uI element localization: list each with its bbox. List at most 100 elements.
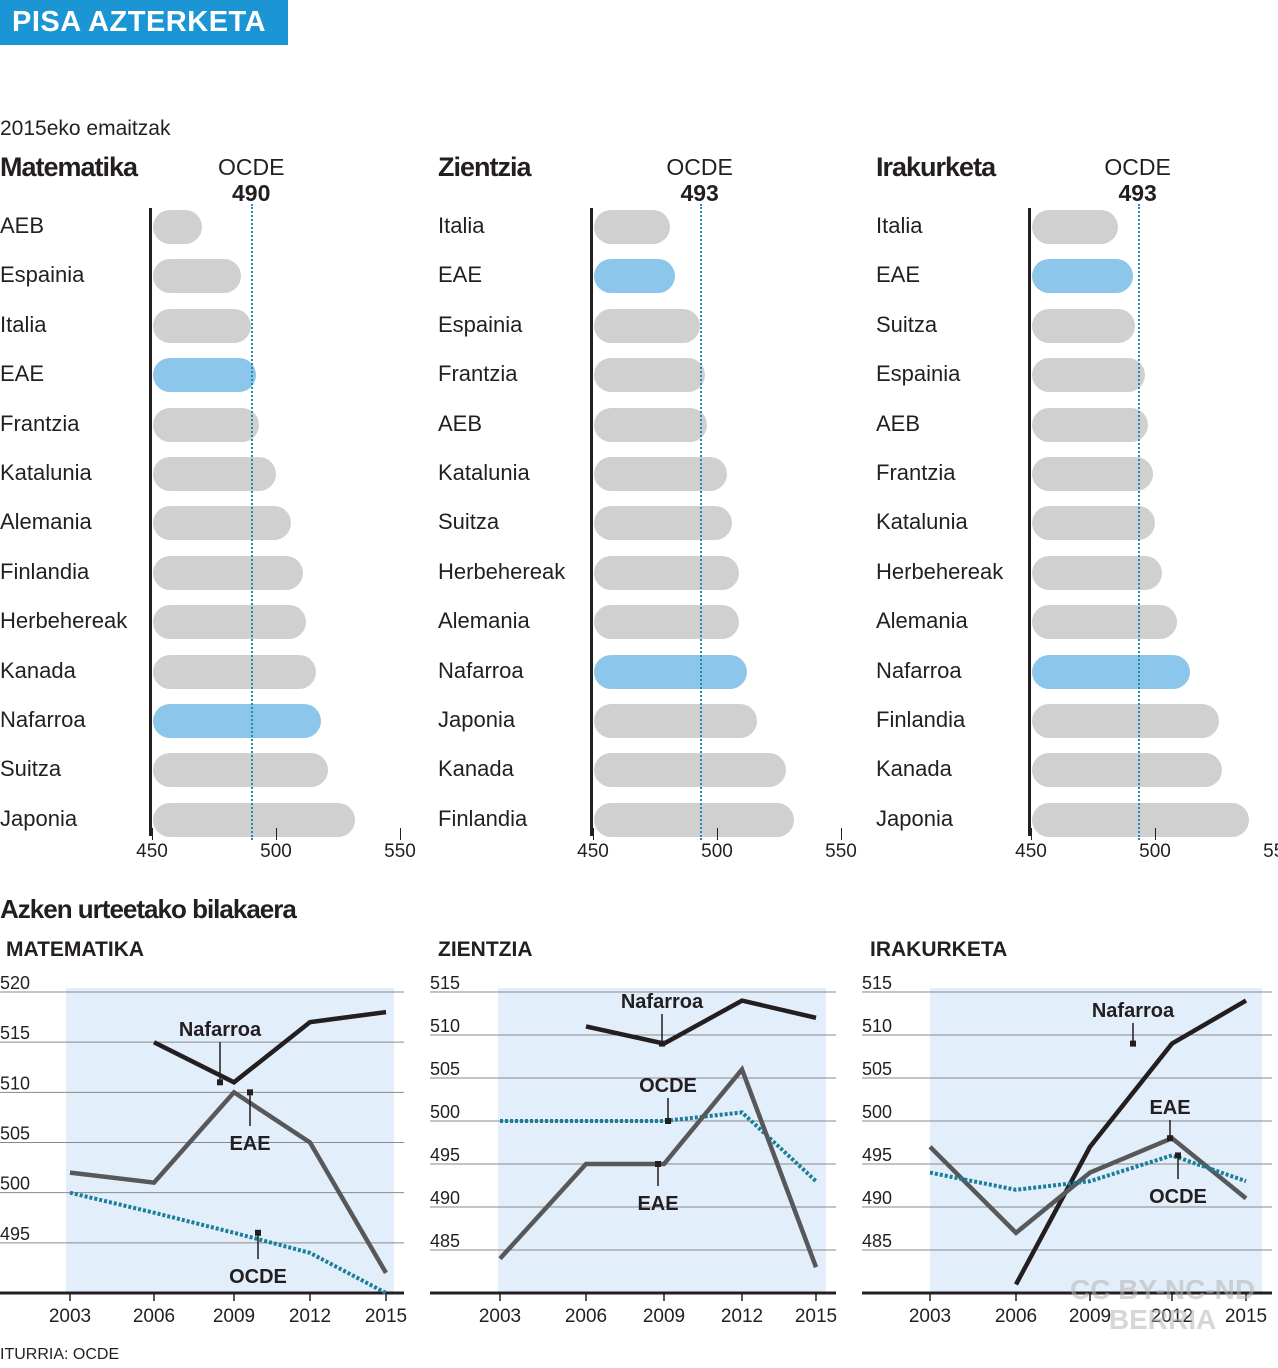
x-tick-label-500: 500 [701, 841, 733, 862]
category-label-katalunia: Katalunia [0, 460, 92, 485]
bar-italia [153, 308, 252, 343]
category-label-katalunia: Katalunia [876, 509, 968, 535]
line-chart-zientzia: 485 490 495 500 505 510 515 2003 2006 2009 2012 201… [430, 973, 837, 1327]
y-tick-label-515: 515 [430, 973, 460, 993]
y-tick-label-515: 515 [862, 973, 892, 993]
category-label-finlandia: Finlandia [876, 707, 966, 732]
reference-name: OCDE [1104, 154, 1171, 180]
x-tick-label-2009: 2009 [1069, 1306, 1111, 1327]
y-tick-label-495: 495 [862, 1145, 892, 1165]
series-label-ocde: OCDE [1149, 1186, 1207, 1208]
category-label-frantzia: Frantzia [438, 361, 518, 387]
reference-line [1137, 204, 1140, 840]
line-chart-title-zientzia: ZIENTZIA [438, 938, 533, 961]
category-label-italia: Italia [438, 213, 485, 238]
category-label-eae: EAE [876, 262, 921, 288]
y-tick-label-490: 490 [430, 1188, 460, 1208]
reference-label: OCDE 493 [1088, 154, 1188, 206]
category-label-katalunia: Katalunia [438, 460, 530, 485]
bar-chart-irakurketa: Irakurketa OCDE 493 Italia EAE Suitza Espainia… [876, 150, 1278, 870]
reference-line [251, 204, 254, 840]
x-tick-label-2003: 2003 [479, 1306, 521, 1327]
series-line-nafarroa [152, 1009, 387, 1085]
watermark: CC BY-NC-ND BERRIA [1070, 1275, 1255, 1335]
marker-eae [1167, 1135, 1173, 1142]
bar-katalunia [594, 457, 727, 491]
y-tick-label-490: 490 [862, 1188, 892, 1208]
series-label-ocde: OCDE [229, 1266, 287, 1288]
source-note: ITURRIA: OCDE [0, 1346, 120, 1363]
category-label-kanada: Kanada [438, 756, 514, 782]
x-tick-500 [1155, 828, 1156, 840]
line-chart-matematika: 495 500 505 510 515 520 2003 2006 2009 2012 2015 Na… [0, 973, 407, 1327]
category-label-alemania: Alemania [438, 608, 530, 634]
category-label-aeb: AEB [438, 410, 483, 436]
marker-nafarroa [217, 1079, 223, 1086]
x-tick-label-2015: 2015 [365, 1306, 407, 1327]
bar-kanada [594, 753, 787, 788]
marker-nafarroa [659, 1040, 665, 1047]
bar-chart-zientzia: Zientzia OCDE 493 Italia EAE Espainia Frantzia… [438, 150, 868, 870]
reference-label: OCDE 493 [650, 154, 750, 206]
series-label-nafarroa: Nafarroa [1092, 1000, 1175, 1022]
reference-name: OCDE [666, 154, 733, 180]
x-tick-500 [717, 828, 718, 840]
x-tick-label-2006: 2006 [565, 1306, 607, 1327]
category-label-suitza: Suitza [438, 509, 500, 535]
bar-aeb [594, 407, 708, 442]
category-label-italia: Italia [0, 311, 47, 337]
category-label-japonia: Japonia [876, 805, 954, 831]
watermark-line2: BERRIA [1108, 1304, 1217, 1335]
series-line-nafarroa [585, 998, 817, 1046]
x-tick-label-2003: 2003 [909, 1306, 951, 1327]
y-tick-label-510: 510 [430, 1016, 460, 1036]
x-tick-label-450: 450 [136, 841, 168, 862]
subtitle: 2015eko emaitzak [0, 117, 171, 140]
category-label-frantzia: Frantzia [876, 460, 956, 485]
x-tick-label-2006: 2006 [133, 1306, 175, 1327]
reference-line [699, 204, 702, 840]
x-tick-label-550: 550 [1263, 841, 1278, 862]
category-label-eae: EAE [438, 262, 483, 288]
y-tick-label-500: 500 [430, 1102, 460, 1122]
y-tick-label-505: 505 [430, 1059, 460, 1079]
line-chart-title-irakurketa: IRAKURKETA [870, 938, 1008, 961]
category-label-nafarroa: Nafarroa [438, 657, 524, 683]
bar-katalunia [1032, 506, 1155, 541]
x-tick-label-2015: 2015 [795, 1306, 837, 1327]
bar-japonia [1032, 802, 1250, 837]
x-tick-500 [276, 828, 277, 840]
watermark-line1: CC BY-NC-ND [1070, 1274, 1256, 1305]
bar-nafarroa [153, 704, 321, 738]
page-banner: PISA AZTERKETA [0, 0, 288, 45]
x-tick-label-2009: 2009 [643, 1306, 685, 1327]
bar-eae [153, 358, 257, 393]
bar-herbehereak [594, 555, 740, 590]
reference-value: 493 [680, 180, 719, 206]
y-tick-label-495: 495 [0, 1224, 30, 1244]
bar-alemania [594, 605, 740, 640]
bar-katalunia [153, 457, 276, 491]
y-tick-label-500: 500 [862, 1102, 892, 1122]
y-axis-line [1028, 208, 1031, 836]
bar-aeb [1032, 407, 1148, 442]
bar-espainia [153, 259, 242, 294]
series-label-eae: EAE [229, 1133, 270, 1155]
y-tick-label-510: 510 [0, 1073, 30, 1093]
category-label-espainia: Espainia [876, 361, 961, 387]
category-label-italia: Italia [876, 213, 923, 238]
x-tick-450 [593, 828, 594, 840]
reference-value: 490 [232, 180, 271, 206]
y-tick-label-485: 485 [430, 1231, 460, 1251]
bar-suitza [1032, 308, 1136, 343]
category-label-finlandia: Finlandia [0, 558, 90, 584]
series-line-nafarroa [1014, 998, 1248, 1286]
x-tick-label-2012: 2012 [289, 1306, 331, 1327]
category-label-herbehereak: Herbehereak [0, 608, 128, 634]
bar-alemania [153, 506, 291, 541]
bar-frantzia [153, 407, 259, 442]
x-tick-label-2009: 2009 [213, 1306, 255, 1327]
category-label-espainia: Espainia [0, 262, 85, 288]
category-label-suitza: Suitza [0, 756, 62, 782]
x-tick-label-550: 550 [825, 841, 857, 862]
